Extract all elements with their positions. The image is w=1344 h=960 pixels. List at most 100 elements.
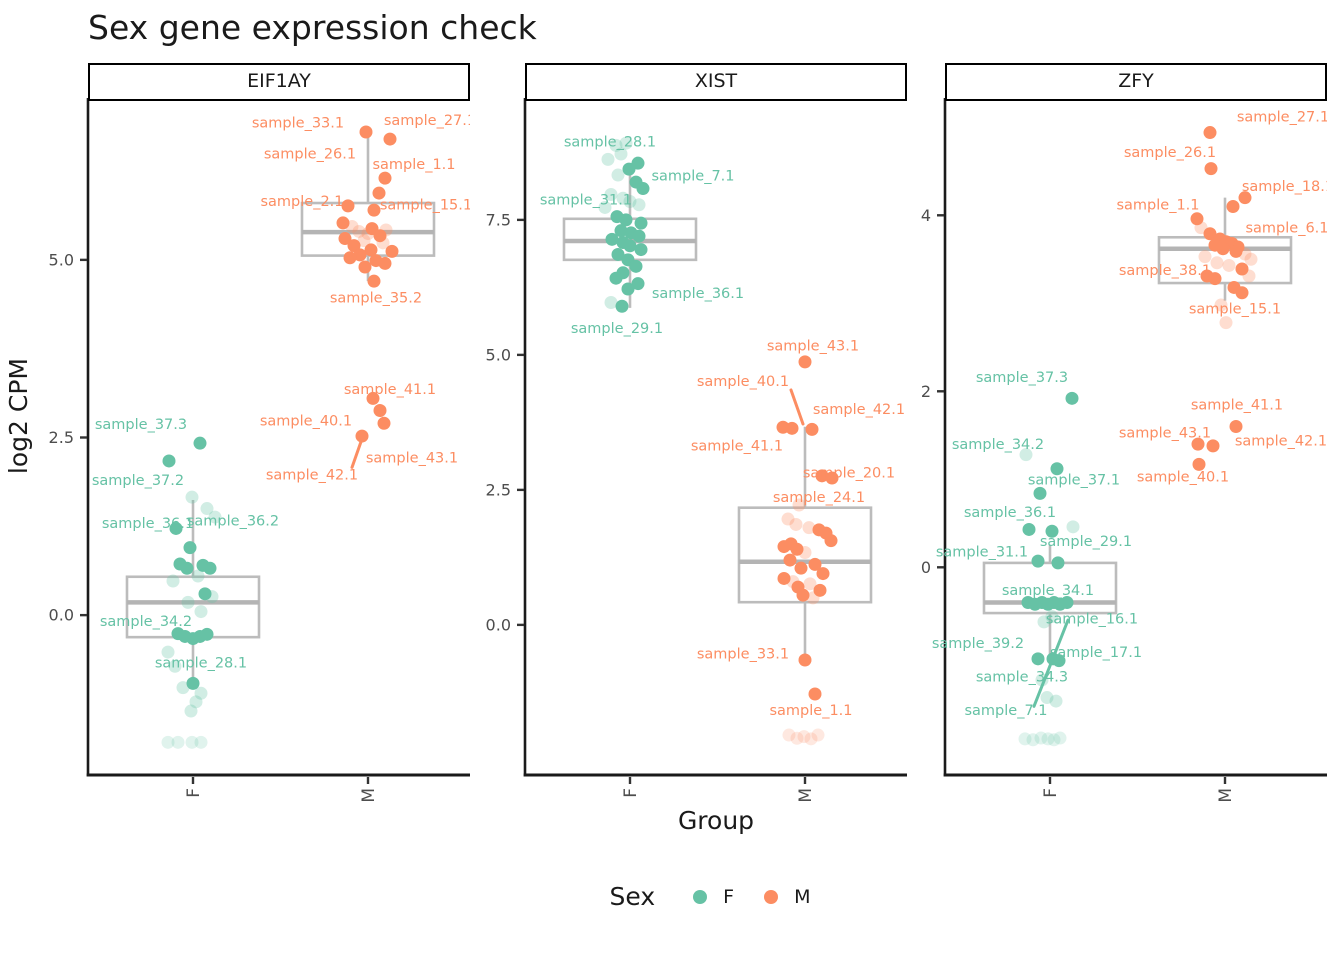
data-point xyxy=(176,681,190,695)
data-point xyxy=(336,216,350,230)
data-point xyxy=(824,534,838,548)
data-point xyxy=(784,537,798,551)
data-point xyxy=(798,355,812,369)
legend-item-m: M xyxy=(764,886,810,908)
data-point xyxy=(1203,126,1217,140)
data-point xyxy=(364,243,378,257)
sample-label: sample_28.1 xyxy=(155,656,247,672)
sample-label: sample_41.1 xyxy=(344,382,436,398)
y-tick-label: 2 xyxy=(921,382,931,401)
data-point xyxy=(385,244,399,258)
data-point xyxy=(621,253,635,267)
data-point xyxy=(1050,462,1064,476)
data-point xyxy=(1034,731,1048,745)
data-point xyxy=(171,627,185,641)
data-point xyxy=(1222,258,1236,272)
data-point xyxy=(359,125,373,139)
y-tick-label: 0.0 xyxy=(49,606,74,625)
data-point xyxy=(180,561,194,575)
data-point xyxy=(616,266,630,280)
sample-label: sample_18.1 xyxy=(1242,179,1327,195)
sample-label: sample_36.1 xyxy=(652,286,744,302)
facet-strip-zfy: ZFY xyxy=(945,63,1327,101)
sample-label: sample_35.2 xyxy=(330,291,422,307)
data-point xyxy=(632,229,646,243)
x-tick-label: F xyxy=(184,788,204,798)
sample-label: sample_34.2 xyxy=(952,437,1044,453)
sample-label: sample_26.1 xyxy=(1124,145,1216,161)
data-point xyxy=(194,735,208,749)
data-point xyxy=(1200,269,1214,283)
sample-label: sample_16.1 xyxy=(1046,611,1138,627)
data-point xyxy=(1037,615,1051,629)
sample-label: sample_1.1 xyxy=(372,157,455,173)
data-point xyxy=(803,577,817,591)
data-point xyxy=(811,728,825,742)
data-point xyxy=(805,422,819,436)
data-point xyxy=(1040,691,1054,705)
data-point xyxy=(1066,520,1080,534)
data-point xyxy=(1229,244,1243,258)
sample-label: sample_40.1 xyxy=(697,374,789,390)
data-point xyxy=(1214,298,1228,312)
data-point xyxy=(205,590,219,604)
data-point xyxy=(196,558,210,572)
data-point xyxy=(1021,596,1035,610)
sample-label: sample_31.1 xyxy=(936,544,1028,560)
data-point xyxy=(781,512,795,526)
data-point xyxy=(200,502,214,516)
data-point xyxy=(173,557,187,571)
data-point xyxy=(623,195,637,209)
sample-label: sample_26.1 xyxy=(264,146,356,162)
data-point xyxy=(791,580,805,594)
data-point xyxy=(161,645,175,659)
data-point xyxy=(1045,610,1059,624)
y-tick-label: 7.5 xyxy=(486,210,511,229)
sample-label: sample_43.1 xyxy=(767,339,859,355)
data-point xyxy=(622,162,636,176)
x-tick-label: F xyxy=(1041,788,1061,798)
data-point xyxy=(1238,247,1252,261)
data-point xyxy=(181,595,195,609)
data-point xyxy=(357,234,371,248)
x-tick-label: M xyxy=(1216,788,1236,803)
data-point xyxy=(776,420,790,434)
data-point xyxy=(367,203,381,217)
data-point xyxy=(1047,733,1061,747)
data-point xyxy=(797,730,811,744)
data-point xyxy=(798,546,812,560)
sample-label: sample_7.1 xyxy=(964,703,1047,719)
box xyxy=(982,561,1118,615)
x-tick-label: F xyxy=(621,788,641,798)
data-point xyxy=(1046,652,1060,666)
data-point xyxy=(383,132,397,146)
data-point xyxy=(341,199,355,213)
data-point xyxy=(1192,457,1206,471)
sample-label: sample_31.1 xyxy=(540,192,632,208)
data-point xyxy=(1026,733,1040,747)
data-point xyxy=(193,629,207,643)
data-point xyxy=(1210,256,1224,270)
data-point xyxy=(193,436,207,450)
facet-strip-xist: XIST xyxy=(525,63,907,101)
sample-label: sample_36.1 xyxy=(964,505,1056,521)
sample-label: sample_42.1 xyxy=(1235,434,1327,450)
data-point xyxy=(1206,439,1220,453)
page-title: Sex gene expression check xyxy=(88,8,537,47)
data-point xyxy=(358,260,372,274)
legend-title: Sex xyxy=(609,882,656,911)
sample-label: sample_6.1 xyxy=(1245,221,1327,237)
sample-label: sample_29.1 xyxy=(571,321,663,337)
data-point xyxy=(1219,316,1233,330)
data-point xyxy=(777,540,791,554)
data-point xyxy=(361,227,375,241)
data-point xyxy=(796,588,810,602)
data-point xyxy=(1022,522,1036,536)
data-point xyxy=(191,569,205,583)
data-point xyxy=(1065,391,1079,405)
data-point xyxy=(1194,221,1208,235)
data-point xyxy=(1198,250,1212,264)
sample-label: sample_43.1 xyxy=(1119,426,1211,442)
y-tick-label: 0 xyxy=(921,558,931,577)
